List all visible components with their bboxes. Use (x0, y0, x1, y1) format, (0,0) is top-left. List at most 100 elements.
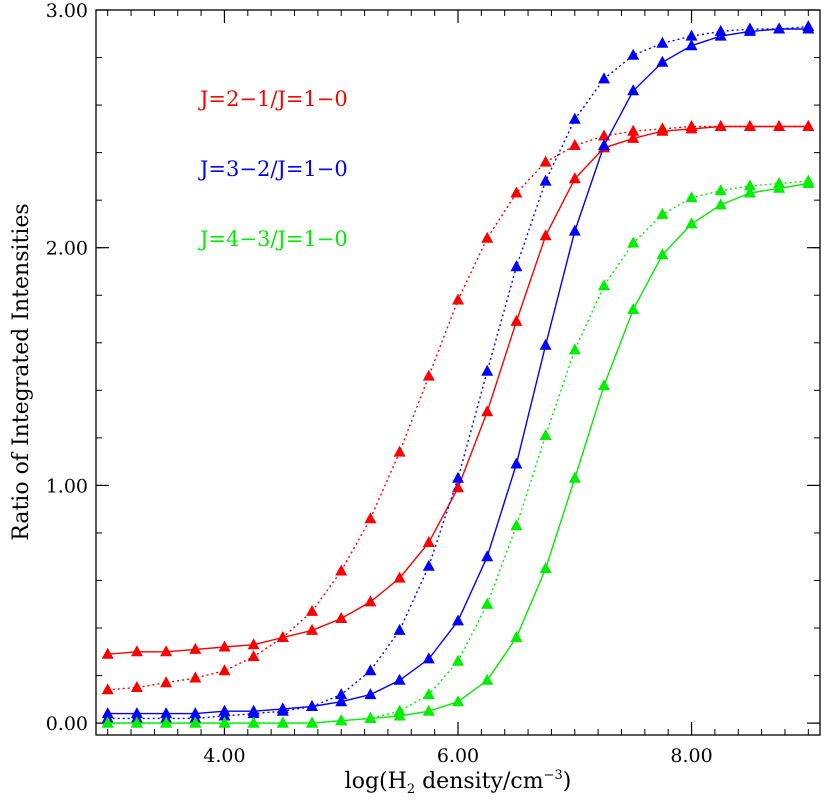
y-tick-label: 3.00 (46, 0, 88, 22)
series-4 (101, 177, 815, 728)
legend-entry-j2-1: J=2−1/J=1−0 (198, 87, 348, 111)
data-point (335, 688, 348, 700)
data-point (743, 120, 756, 131)
data-point (510, 631, 523, 642)
data-point (510, 260, 523, 272)
y-tick-label: 2.00 (46, 238, 88, 260)
data-point (714, 184, 727, 196)
data-point (218, 716, 231, 728)
data-point (364, 664, 377, 676)
x-axis-title: log(H2 density/cm−3) (345, 768, 572, 797)
data-point (598, 279, 610, 291)
legend-entry-j3-2: J=3−2/J=1−0 (198, 157, 348, 181)
data-point (598, 379, 610, 391)
data-point (101, 683, 114, 695)
data-point (481, 231, 494, 243)
data-point (276, 631, 289, 642)
data-point (714, 120, 727, 131)
data-point (247, 716, 260, 728)
series-5 (101, 174, 815, 728)
data-point (364, 512, 377, 524)
data-point (130, 645, 143, 657)
x-tick-label: 8.00 (670, 745, 712, 767)
data-point (335, 564, 348, 576)
data-point (656, 207, 669, 219)
data-point (306, 700, 318, 711)
data-point (422, 704, 435, 716)
data-point (393, 704, 406, 716)
data-point (802, 174, 815, 186)
data-point (627, 131, 640, 143)
data-point (276, 716, 289, 728)
series-line-5 (107, 180, 809, 724)
data-point (247, 638, 260, 650)
data-point (306, 604, 318, 616)
data-point (598, 129, 610, 141)
data-point (452, 695, 464, 707)
data-point (656, 248, 669, 260)
data-point (685, 191, 698, 203)
data-point (627, 48, 640, 60)
major-ticks (96, 9, 820, 735)
data-point (364, 711, 377, 723)
data-point (189, 671, 202, 683)
data-point (335, 714, 348, 726)
data-point (160, 645, 173, 657)
data-point (393, 623, 406, 635)
data-point (568, 343, 581, 355)
tick-labels: 4.00 6.00 8.00 0.00 1.00 2.00 3.00 (46, 0, 713, 767)
data-point (773, 177, 786, 188)
series-1 (101, 120, 815, 695)
data-point (627, 303, 640, 314)
legend: J=2−1/J=1−0 J=3−2/J=1−0 J=4−3/J=1−0 (198, 87, 348, 251)
data-point (627, 84, 640, 96)
data-point (393, 673, 406, 685)
x-tick-label: 6.00 (437, 745, 479, 767)
data-point (335, 612, 348, 623)
data-point (539, 429, 552, 440)
data-point (160, 676, 173, 688)
data-point (685, 29, 698, 41)
data-point (656, 55, 669, 67)
data-point (714, 24, 727, 36)
data-point (568, 112, 581, 124)
data-point (393, 445, 406, 457)
data-point (422, 652, 435, 664)
data-point (101, 716, 114, 728)
data-point (685, 39, 698, 51)
data-point (422, 369, 435, 381)
data-point (568, 224, 581, 236)
data-point (306, 623, 318, 635)
data-point (130, 716, 143, 728)
data-point (773, 22, 786, 34)
data-point (422, 536, 435, 547)
data-point (539, 155, 552, 167)
data-point (510, 457, 523, 469)
data-point (510, 186, 523, 198)
data-point (568, 172, 581, 184)
data-point (481, 673, 494, 685)
data-point (189, 642, 202, 654)
data-point (539, 174, 552, 186)
minor-ticks (96, 9, 820, 735)
data-point (714, 198, 727, 210)
data-point (364, 688, 377, 700)
data-point (568, 471, 581, 483)
series-3 (101, 20, 815, 723)
series-0 (101, 120, 815, 659)
data-point (685, 120, 698, 131)
data-point (481, 405, 494, 417)
data-point (335, 695, 348, 707)
data-point (481, 597, 494, 609)
data-point (218, 709, 231, 721)
data-point (773, 120, 786, 131)
data-point (189, 716, 202, 728)
data-point (422, 559, 435, 571)
series-line-1 (107, 125, 809, 691)
series-line-2 (107, 28, 809, 715)
data-point (743, 22, 756, 34)
data-point (452, 471, 464, 483)
data-point (218, 640, 231, 652)
series-layer (101, 20, 815, 728)
y-axis-title: Ratio of Integrated Intensities (9, 203, 34, 540)
